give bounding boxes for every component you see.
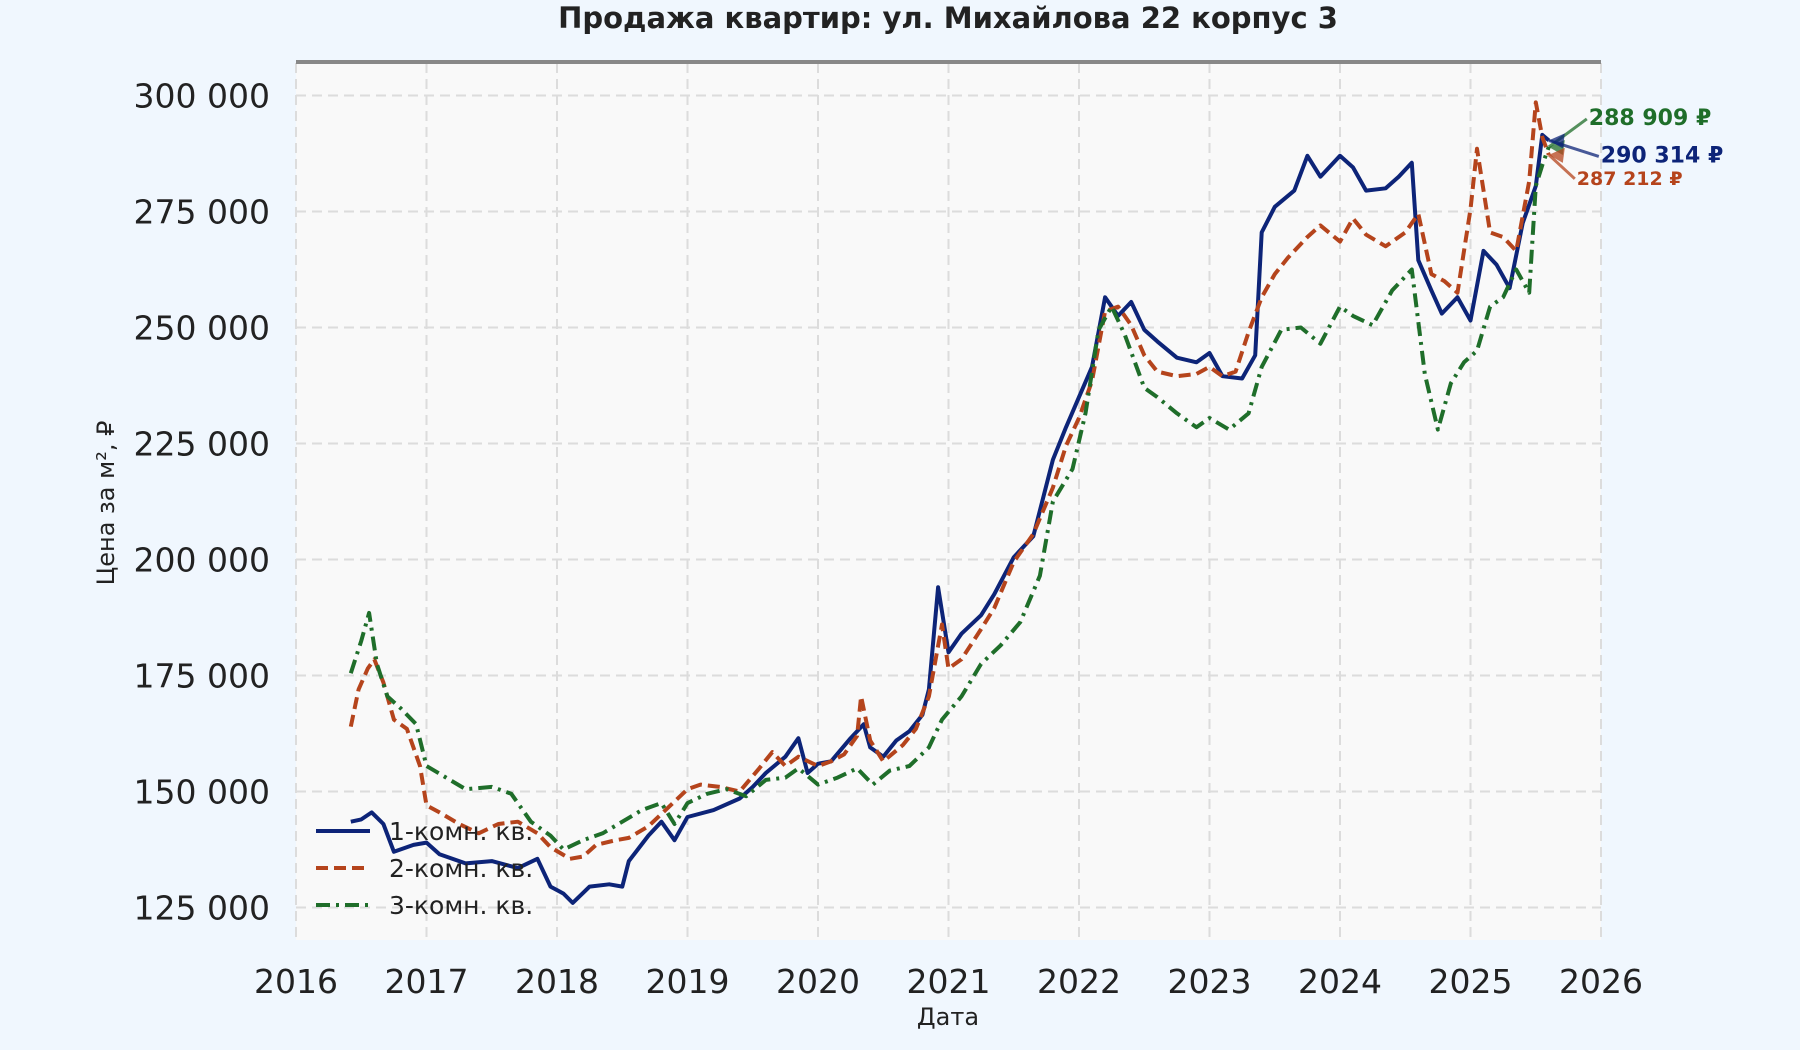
y-axis-ticks: 125 000 150 000 175 000 200 000 225 000 250 0… [134, 76, 270, 927]
x-tick-label: 2025 [1429, 962, 1513, 1001]
legend-label: 3-комн. кв. [389, 891, 533, 920]
y-tick-label: 125 000 [134, 889, 270, 928]
y-tick-label: 250 000 [134, 308, 270, 347]
y-tick-label: 225 000 [134, 424, 270, 463]
series-layer [348, 100, 1551, 905]
annotation-arrowhead [1548, 147, 1565, 163]
series-line-3 [348, 146, 1551, 852]
series-line-2 [348, 100, 1551, 861]
x-tick-label: 2024 [1298, 962, 1382, 1001]
x-tick-label: 2017 [385, 962, 469, 1001]
series-line-1 [350, 132, 1551, 905]
legend-label: 2-комн. кв. [389, 854, 533, 883]
x-tick-label: 2021 [907, 962, 991, 1001]
grid [295, 63, 1602, 940]
annotation-label: 287 212 ₽ [1577, 168, 1683, 190]
annotation-arrow [1547, 153, 1576, 180]
y-tick-label: 150 000 [134, 773, 270, 812]
x-tick-label: 2019 [646, 962, 730, 1001]
x-axis-label: Дата [917, 1003, 979, 1031]
x-tick-label: 2016 [254, 962, 338, 1001]
x-axis-ticks: 2016 2017 2018 2019 2020 2021 2022 2023 2024 2025… [254, 962, 1643, 1001]
x-tick-label: 2023 [1168, 962, 1252, 1001]
x-tick-label: 2018 [515, 962, 599, 1001]
legend: 1-комн. кв. 2-комн. кв. 3-комн. кв. [316, 817, 533, 920]
y-axis-label: Цена за м², ₽ [92, 421, 120, 586]
y-tick-label: 200 000 [134, 541, 270, 580]
annotation-label: 288 909 ₽ [1589, 106, 1711, 131]
y-tick-label: 300 000 [134, 76, 270, 115]
legend-label: 1-комн. кв. [389, 817, 533, 846]
y-tick-label: 175 000 [134, 657, 270, 696]
y-tick-label: 275 000 [134, 192, 270, 231]
x-tick-label: 2026 [1559, 962, 1643, 1001]
annotations: 288 909 ₽ 290 314 ₽287 212 ₽ [1547, 106, 1723, 190]
annotation-arrowhead [1548, 133, 1565, 149]
x-tick-label: 2020 [776, 962, 860, 1001]
x-tick-label: 2022 [1037, 962, 1121, 1001]
annotation-label: 290 314 ₽ [1601, 143, 1723, 168]
chart-title: Продажа квартир: ул. Михайлова 22 корпус… [558, 1, 1338, 35]
